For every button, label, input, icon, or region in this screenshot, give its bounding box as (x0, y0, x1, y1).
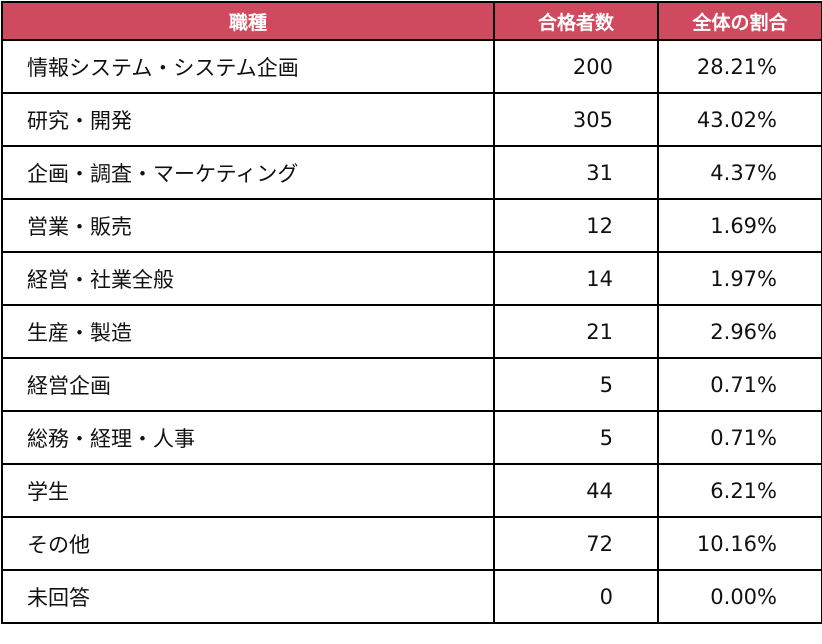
count-cell: 21 (493, 304, 659, 359)
job-cell: 経営企画 (1, 357, 495, 412)
job-cell: 未回答 (1, 569, 495, 624)
share-cell: 4.37% (657, 145, 822, 200)
job-cell: 企画・調査・マーケティング (1, 145, 495, 200)
count-cell: 200 (493, 39, 659, 94)
table-row: 企画・調査・マーケティング 31 4.37% (1, 145, 822, 200)
share-cell: 0.00% (657, 569, 822, 624)
count-cell: 12 (493, 198, 659, 253)
table-row: 情報システム・システム企画 200 28.21% (1, 39, 822, 94)
count-cell: 5 (493, 410, 659, 465)
count-cell: 0 (493, 569, 659, 624)
share-cell: 10.16% (657, 516, 822, 571)
header-share: 全体の割合 (657, 1, 822, 41)
job-cell: 経営・社業全般 (1, 251, 495, 306)
table-row: 学生 44 6.21% (1, 463, 822, 518)
table-row: その他 72 10.16% (1, 516, 822, 571)
count-cell: 44 (493, 463, 659, 518)
table-row: 営業・販売 12 1.69% (1, 198, 822, 253)
header-job: 職種 (1, 1, 495, 41)
count-cell: 5 (493, 357, 659, 412)
share-cell: 0.71% (657, 357, 822, 412)
share-cell: 0.71% (657, 410, 822, 465)
job-cell: 情報システム・システム企画 (1, 39, 495, 94)
table-row: 経営企画 5 0.71% (1, 357, 822, 412)
header-row: 職種 合格者数 全体の割合 (1, 1, 822, 41)
job-cell: 学生 (1, 463, 495, 518)
job-cell: 総務・経理・人事 (1, 410, 495, 465)
share-cell: 28.21% (657, 39, 822, 94)
share-cell: 1.69% (657, 198, 822, 253)
share-cell: 43.02% (657, 92, 822, 147)
share-cell: 2.96% (657, 304, 822, 359)
job-cell: その他 (1, 516, 495, 571)
table-row: 総務・経理・人事 5 0.71% (1, 410, 822, 465)
count-cell: 305 (493, 92, 659, 147)
share-cell: 1.97% (657, 251, 822, 306)
table-row: 生産・製造 21 2.96% (1, 304, 822, 359)
job-cell: 研究・開発 (1, 92, 495, 147)
header-count: 合格者数 (493, 1, 659, 41)
job-cell: 営業・販売 (1, 198, 495, 253)
count-cell: 14 (493, 251, 659, 306)
share-cell: 6.21% (657, 463, 822, 518)
job-cell: 生産・製造 (1, 304, 495, 359)
count-cell: 31 (493, 145, 659, 200)
results-table: 職種 合格者数 全体の割合 情報システム・システム企画 200 28.21% 研究・開… (1, 1, 822, 624)
table-row: 経営・社業全般 14 1.97% (1, 251, 822, 306)
table-row: 研究・開発 305 43.02% (1, 92, 822, 147)
table-row: 未回答 0 0.00% (1, 569, 822, 624)
count-cell: 72 (493, 516, 659, 571)
